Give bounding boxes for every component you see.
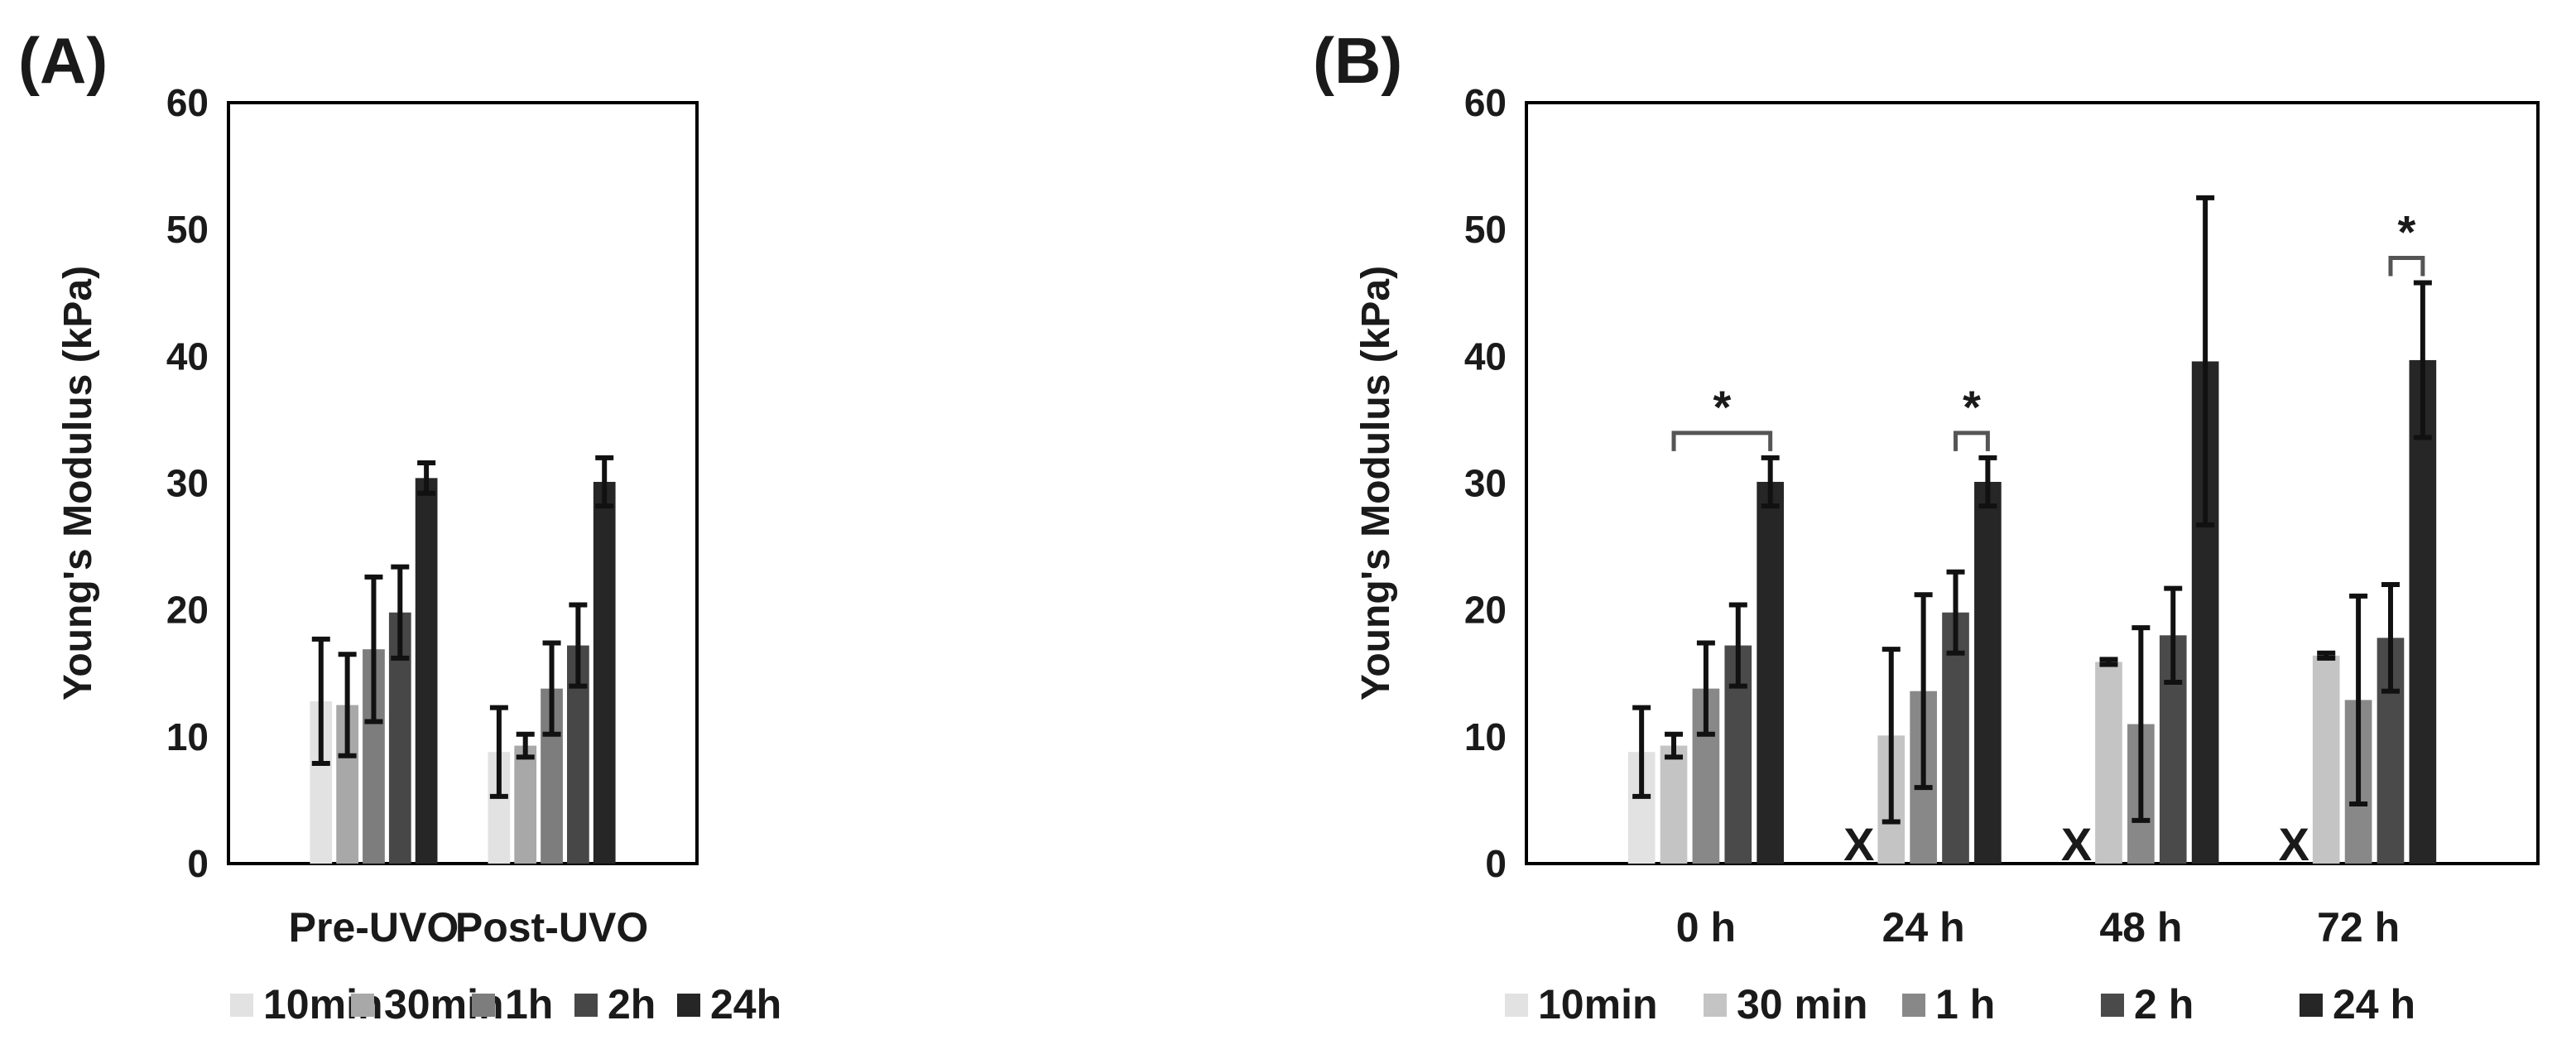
significance-bracket <box>1954 431 1990 451</box>
y-tick-label: 20 <box>1464 589 1507 632</box>
significance-star: * <box>2398 205 2416 258</box>
legend-label: 2h <box>608 981 656 1028</box>
legend-label: 2 h <box>2134 981 2194 1028</box>
y-tick-label: 20 <box>166 589 209 632</box>
legend-swatch <box>230 994 253 1017</box>
missing-data-marker: X <box>1843 818 1874 870</box>
bar-30min-2 <box>2095 662 2122 864</box>
bar-24h-0 <box>1757 481 1785 864</box>
y-axis-title: Young's Modulus (kPa) <box>56 266 100 700</box>
y-tick-label: 0 <box>187 842 209 885</box>
legend-swatch <box>1505 994 1528 1017</box>
legend-swatch <box>2300 994 2323 1017</box>
legend-swatch <box>472 994 495 1017</box>
significance-bracket <box>2388 255 2425 277</box>
legend-swatch <box>1704 994 1727 1017</box>
y-tick-label: 60 <box>166 81 209 124</box>
legend-label: 24h <box>710 981 781 1028</box>
significance-star: * <box>1713 381 1731 433</box>
y-tick-label: 10 <box>1464 715 1507 758</box>
missing-data-marker: X <box>2061 818 2092 870</box>
y-tick-label: 50 <box>166 208 209 251</box>
plot-frame <box>227 101 699 865</box>
x-category-label: 0 h <box>1676 904 1736 951</box>
y-tick-label: 30 <box>166 462 209 505</box>
legend-label: 10min <box>1538 981 1658 1028</box>
bar-24h-1 <box>1974 481 2002 864</box>
chart-panel-2: (B) 0 10 20 30 40 50 60 Young's Modulus (kPa) 0 h… <box>1313 24 2540 1028</box>
y-tick-label: 40 <box>166 335 209 378</box>
legend-swatch <box>1902 994 1925 1017</box>
bar-30min-0 <box>1660 745 1688 864</box>
y-axis-title: Young's Modulus (kPa) <box>1354 266 1398 700</box>
bar-24h-1 <box>593 481 616 864</box>
significance-bracket <box>1671 431 1773 451</box>
x-category-label: Post-UVO <box>455 904 648 951</box>
significance-star: * <box>1963 381 1981 433</box>
y-tick-label: 40 <box>1464 335 1507 378</box>
legend-swatch <box>574 994 598 1017</box>
bar-30min-1 <box>514 745 537 864</box>
panel-label: (B) <box>1313 24 1402 97</box>
panel-label: (A) <box>18 24 108 97</box>
y-tick-label: 30 <box>1464 462 1507 505</box>
legend-swatch <box>677 994 700 1017</box>
y-tick-label: 0 <box>1485 842 1507 885</box>
y-tick-label: 60 <box>1464 81 1507 124</box>
bar-24h-0 <box>415 478 438 864</box>
plot-frame <box>1525 101 2540 865</box>
bar-24h-3 <box>2409 359 2437 864</box>
y-tick-label: 50 <box>1464 208 1507 251</box>
legend-label: 1 h <box>1935 981 1995 1028</box>
legend-label: 24 h <box>2333 981 2415 1028</box>
bar-30min-3 <box>2312 655 2340 864</box>
x-category-label: 48 h <box>2099 904 2182 951</box>
missing-data-marker: X <box>2279 818 2309 870</box>
y-tick-label: 10 <box>166 715 209 758</box>
legend-swatch <box>2101 994 2124 1017</box>
legend-label: 30 min <box>1737 981 1867 1028</box>
legend-swatch <box>351 994 374 1017</box>
x-category-label: 72 h <box>2317 904 2400 951</box>
legend-label: 1h <box>505 981 553 1028</box>
x-category-label: Pre-UVO <box>289 904 459 951</box>
chart-panel-1: (A) 0 10 20 30 40 50 60 Young's Modulus (kPa) Pre… <box>18 24 781 1028</box>
x-category-label: 24 h <box>1882 904 1965 951</box>
